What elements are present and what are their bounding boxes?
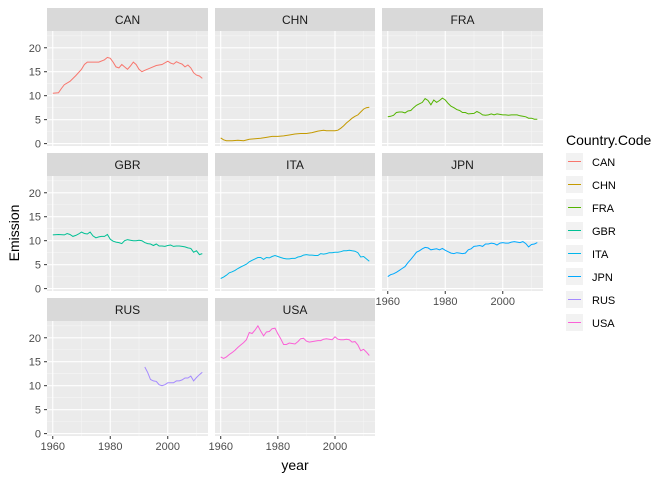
legend-title: Country.Code [566,132,652,148]
panel-background [382,31,543,146]
facet-strip [47,8,208,31]
panel-background [382,176,543,291]
facet-strip-label: JPN [451,158,474,172]
panel-background [215,176,375,291]
panel-background [215,31,375,146]
legend-entry-chn: CHN [592,180,616,192]
y-tick-label: 5 [35,115,41,127]
series-line-rus [144,366,203,387]
facet-panel-gbr: GBR 0 5 10 15 20 [29,153,208,296]
x-tick-label: 2000 [491,296,515,308]
x-tick-label: 1960 [41,441,65,453]
y-tick-label: 20 [29,333,41,345]
facet-panel-ita: ITA [215,153,375,291]
x-tick-label: 1960 [208,441,232,453]
y-tick-label: 20 [29,188,41,200]
facet-strip [382,8,543,31]
y-tick-label: 10 [29,91,41,103]
facet-strip [47,298,208,321]
y-tick-label: 20 [29,43,41,55]
x-tick-label: 1960 [376,296,400,308]
y-tick-label: 5 [35,260,41,272]
y-tick-label: 15 [29,212,41,224]
y-tick-label: 15 [29,357,41,369]
legend-entry-usa: USA [592,318,615,330]
facet-strip [215,8,375,31]
facet-strip [215,298,375,321]
legend-entry-jpn: JPN [592,272,613,284]
facet-panel-rus: RUS 0 5 10 15 20 1960 1980 2000 [29,298,208,453]
facet-panel-can: CAN 0 5 10 15 20 [29,8,208,151]
y-tick-label: 5 [35,405,41,417]
facet-strip [382,153,543,176]
series-line-ita [220,249,370,279]
x-tick-label: 1980 [266,441,290,453]
facet-panel-fra: FRA [382,8,543,146]
facet-strip-label: RUS [115,303,140,317]
y-tick-label: 10 [29,381,41,393]
facet-strip-label: FRA [451,13,475,27]
y-tick-label: 0 [35,139,41,151]
legend-entry-can: CAN [592,157,615,169]
y-tick-label: 0 [35,429,41,441]
facet-panel-chn: CHN [215,8,375,146]
facet-strip-label: ITA [286,158,304,172]
x-tick-label: 1980 [98,441,122,453]
facet-strip-label: CHN [282,13,308,27]
x-axis-title: year [281,457,309,473]
facet-strip-label: CAN [115,13,140,27]
series-line-gbr [52,231,203,256]
x-tick-label: 1980 [433,296,457,308]
y-axis-title: Emission [6,205,22,262]
y-tick-label: 0 [35,284,41,296]
legend-entry-rus: RUS [592,295,615,307]
series-line-chn [220,106,370,142]
series-line-can [52,56,203,94]
legend-entry-gbr: GBR [592,226,616,238]
series-line-fra [387,97,538,120]
y-tick-label: 10 [29,236,41,248]
legend-entry-ita: ITA [592,249,609,261]
series-line-jpn [387,241,538,278]
facet-panel-jpn: JPN 1960 1980 2000 [376,153,543,308]
facet-strip [47,153,208,176]
x-tick-label: 2000 [323,441,347,453]
panel-background [47,176,208,291]
facet-panel-usa: USA 1960 1980 2000 [208,298,375,453]
x-tick-label: 2000 [156,441,180,453]
facet-strip [215,153,375,176]
series-line-usa [220,324,370,359]
legend-entry-fra: FRA [592,203,615,215]
y-tick-label: 15 [29,67,41,79]
facet-strip-label: USA [283,303,308,317]
panel-background [47,31,208,146]
facet-strip-label: GBR [114,158,140,172]
panel-background [215,321,375,436]
panel-background [47,321,208,436]
legend: Country.Code CAN CHN FRA GBR ITA JPN RUS USA [566,132,652,331]
